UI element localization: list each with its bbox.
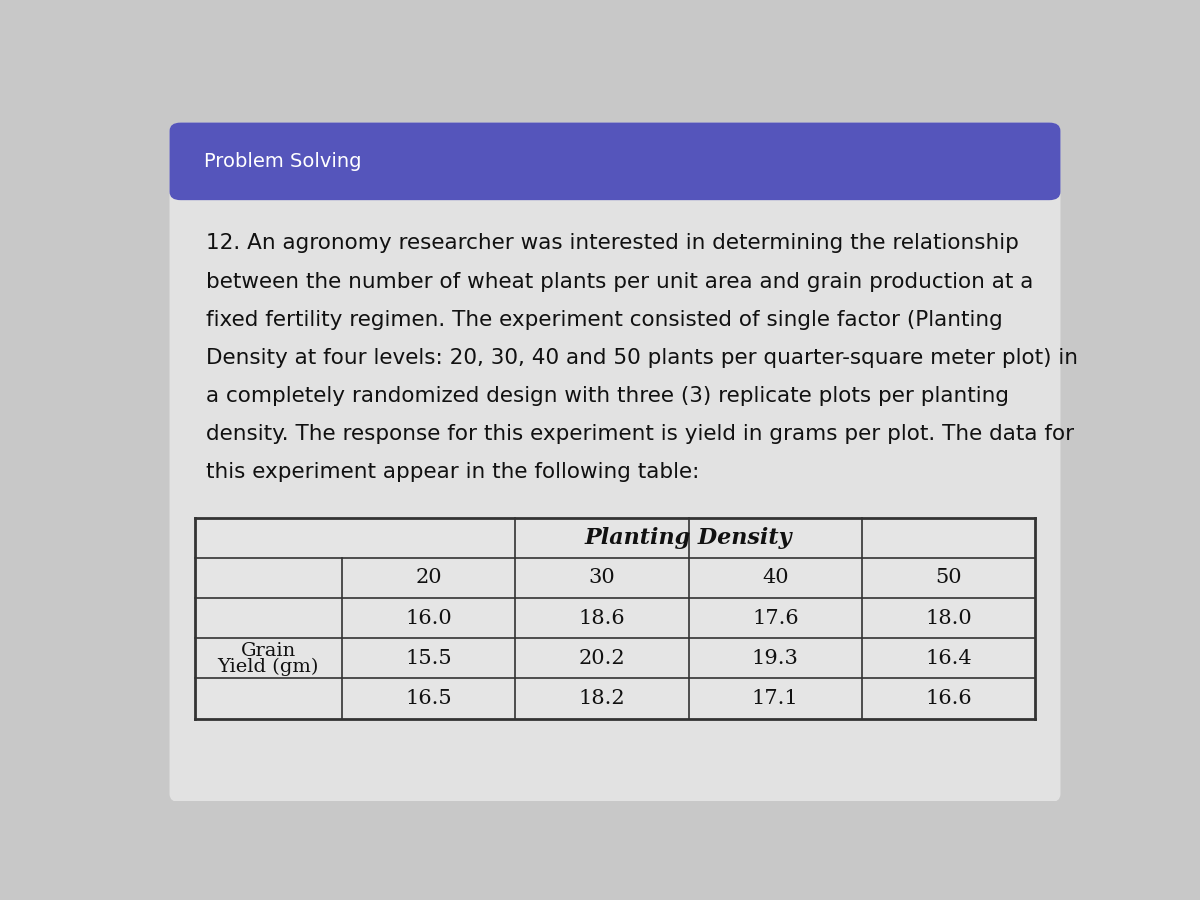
Text: 15.5: 15.5 <box>406 649 451 668</box>
Text: a completely randomized design with three (3) replicate plots per planting: a completely randomized design with thre… <box>206 386 1009 406</box>
Text: Density at four levels: 20, 30, 40 and 50 plants per quarter-square meter plot) : Density at four levels: 20, 30, 40 and 5… <box>206 347 1078 368</box>
Text: 50: 50 <box>935 569 962 588</box>
Text: 18.2: 18.2 <box>578 688 625 708</box>
Text: fixed fertility regimen. The experiment consisted of single factor (Planting: fixed fertility regimen. The experiment … <box>206 310 1002 329</box>
Text: between the number of wheat plants per unit area and grain production at a: between the number of wheat plants per u… <box>206 272 1033 292</box>
Text: 20.2: 20.2 <box>578 649 625 668</box>
Text: 20: 20 <box>415 569 442 588</box>
Text: 12. An agronomy researcher was interested in determining the relationship: 12. An agronomy researcher was intereste… <box>206 233 1019 254</box>
Text: 17.1: 17.1 <box>752 688 799 708</box>
FancyBboxPatch shape <box>169 122 1061 803</box>
Text: 16.6: 16.6 <box>925 688 972 708</box>
Text: 19.3: 19.3 <box>752 649 799 668</box>
Text: 16.5: 16.5 <box>406 688 451 708</box>
Text: 40: 40 <box>762 569 788 588</box>
Text: Problem Solving: Problem Solving <box>204 152 361 171</box>
Text: density. The response for this experiment is yield in grams per plot. The data f: density. The response for this experimen… <box>206 424 1074 444</box>
Text: Yield (gm): Yield (gm) <box>217 658 319 676</box>
Text: Grain: Grain <box>240 642 296 660</box>
Text: 16.4: 16.4 <box>925 649 972 668</box>
Text: Planting Density: Planting Density <box>584 526 792 549</box>
Text: 30: 30 <box>588 569 616 588</box>
Bar <box>194 518 1036 718</box>
Text: 16.0: 16.0 <box>406 608 452 627</box>
FancyBboxPatch shape <box>169 122 1061 200</box>
Text: 17.6: 17.6 <box>752 608 798 627</box>
Text: 18.6: 18.6 <box>578 608 625 627</box>
Text: this experiment appear in the following table:: this experiment appear in the following … <box>206 462 700 482</box>
Text: 18.0: 18.0 <box>925 608 972 627</box>
